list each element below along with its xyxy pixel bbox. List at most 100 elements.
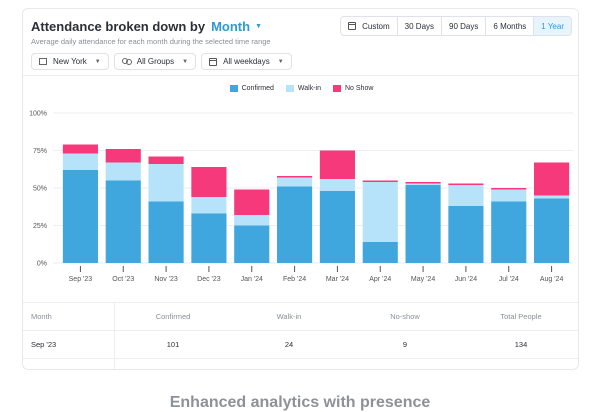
legend-swatch-no-show: [332, 85, 341, 92]
bar-segment-walk-in: [534, 195, 570, 199]
bar-segment-confirmed: [148, 201, 184, 263]
bar-segment-confirmed: [62, 170, 98, 263]
column-header-month: Month: [23, 303, 115, 330]
x-tick-label: Dec '23: [197, 276, 221, 283]
calendar-icon: [209, 57, 218, 66]
legend-label-walk-in: Walk-in: [297, 85, 321, 92]
y-tick-label: 25%: [33, 223, 47, 230]
x-tick-label: Jul '24: [499, 276, 519, 283]
filter-bar: New York ▼ All Groups ▼ All weekdays ▼: [31, 53, 297, 70]
bar-segment-no-show: [148, 156, 184, 164]
bar-segment-no-show: [277, 176, 313, 178]
column-header-total-people: Total People: [500, 312, 542, 321]
table-row: Sep '23 101 24 9 134: [23, 331, 578, 359]
bar-segment-walk-in: [234, 215, 270, 226]
range-6-months-button[interactable]: 6 Months: [485, 17, 534, 35]
title-row: Attendance broken down by Month ▼: [31, 19, 262, 34]
caption: Enhanced analytics with presence: [169, 394, 431, 411]
page-title: Attendance broken down by: [31, 19, 206, 34]
bar-segment-no-show: [191, 167, 227, 197]
bar-segment-confirmed: [234, 225, 270, 263]
y-tick-label: 100%: [29, 111, 47, 118]
bar-segment-no-show: [362, 180, 398, 182]
x-tick-label: Apr '24: [369, 276, 391, 283]
bar-segment-walk-in: [148, 164, 184, 202]
chart-legend: Confirmed Walk-in No Show: [23, 85, 578, 92]
attendance-chart: Confirmed Walk-in No Show 0% 25% 50% 75% 100…: [23, 75, 578, 303]
y-tick-label: 75%: [33, 148, 47, 155]
table-cell-walk-in: 27: [231, 368, 347, 369]
x-tick-label: Feb '24: [283, 276, 306, 283]
bar-segment-confirmed: [534, 198, 570, 263]
table-cell-no-show: 9: [402, 340, 408, 349]
period-dropdown[interactable]: Month: [211, 19, 251, 34]
table-header-row: Month Confirmed Walk-in No-show Total Pe…: [23, 303, 578, 331]
weekdays-filter-label: All weekdays: [223, 57, 270, 66]
table-cell-total-people: 134: [463, 368, 578, 369]
building-icon: [39, 58, 47, 65]
range-90-days-button[interactable]: 90 Days: [441, 17, 486, 35]
range-30-days-button[interactable]: 30 Days: [396, 17, 442, 35]
groups-filter[interactable]: All Groups ▼: [113, 53, 197, 70]
x-tick-label: Aug '24: [540, 276, 564, 283]
chevron-down-icon[interactable]: ▼: [255, 23, 262, 30]
column-header-walk-in: Walk-in: [276, 312, 302, 321]
bar-segment-walk-in: [491, 189, 527, 202]
y-tick-label: 50%: [33, 186, 47, 193]
bar-segment-walk-in: [319, 179, 355, 191]
bar-segment-no-show: [405, 182, 441, 184]
range-custom-button[interactable]: Custom: [341, 17, 397, 35]
chevron-down-icon: ▼: [94, 58, 101, 65]
bar-segment-walk-in: [105, 162, 141, 181]
bar-segment-confirmed: [491, 201, 527, 263]
bar-segment-walk-in: [62, 153, 98, 170]
legend-item-walk-in[interactable]: Walk-in: [285, 85, 321, 92]
bar-segment-confirmed: [191, 213, 227, 263]
bar-segment-confirmed: [362, 242, 398, 263]
attendance-card: Attendance broken down by Month ▼ Averag…: [22, 8, 579, 370]
legend-label-no-show: No Show: [344, 85, 374, 92]
attendance-table: Month Confirmed Walk-in No-show Total Pe…: [23, 303, 578, 369]
bar-segment-walk-in: [362, 182, 398, 242]
bar-segment-confirmed: [405, 185, 441, 263]
range-1-year-button[interactable]: 1 Year: [533, 17, 571, 35]
x-tick-label: Jun '24: [455, 276, 477, 283]
table-cell-month: Sep '23: [23, 331, 115, 358]
bar-segment-no-show: [62, 144, 98, 154]
legend-item-no-show[interactable]: No Show: [332, 85, 374, 92]
chevron-down-icon: ▼: [277, 58, 284, 65]
range-selector: Custom 30 Days 90 Days 6 Months 1 Year: [340, 16, 572, 36]
x-tick-label: Mar '24: [326, 276, 349, 283]
legend-item-confirmed[interactable]: Confirmed: [229, 85, 274, 92]
chevron-down-icon: ▼: [182, 58, 189, 65]
table-cell-total-people: 134: [514, 340, 528, 349]
bar-segment-confirmed: [105, 180, 141, 263]
x-tick-label: May '24: [411, 276, 435, 283]
x-tick-label: Nov '23: [154, 276, 178, 283]
column-header-confirmed: Confirmed: [155, 312, 191, 321]
bar-segment-confirmed: [448, 206, 484, 263]
legend-swatch-walk-in: [285, 85, 294, 92]
bar-segment-walk-in: [277, 177, 313, 187]
bar-segment-no-show: [448, 183, 484, 185]
table-cell-confirmed: 101: [166, 340, 180, 349]
x-tick-label: Oct '23: [112, 276, 134, 283]
location-filter[interactable]: New York ▼: [31, 53, 109, 70]
table-cell-no-show: 5: [347, 368, 463, 369]
stacked-bar-chart: 0% 25% 50% 75% 100% Sep '23 Oct '23 Nov '23 Dec …: [29, 111, 573, 283]
legend-label-confirmed: Confirmed: [241, 85, 274, 92]
bar-segment-confirmed: [277, 186, 313, 263]
y-tick-label: 0%: [37, 261, 47, 268]
legend-swatch-confirmed: [229, 85, 238, 92]
bar-segment-no-show: [105, 149, 141, 163]
bar-segment-no-show: [491, 188, 527, 190]
groups-filter-label: All Groups: [136, 57, 175, 66]
users-icon: [121, 58, 132, 65]
bar-segment-no-show: [319, 150, 355, 179]
weekdays-filter[interactable]: All weekdays ▼: [201, 53, 292, 70]
x-tick-label: Sep '23: [69, 276, 93, 283]
table-cell-month: Oct '23: [23, 359, 115, 369]
bar-segment-no-show: [534, 162, 570, 196]
bar-segment-walk-in: [191, 197, 227, 214]
bar-segment-confirmed: [319, 191, 355, 263]
